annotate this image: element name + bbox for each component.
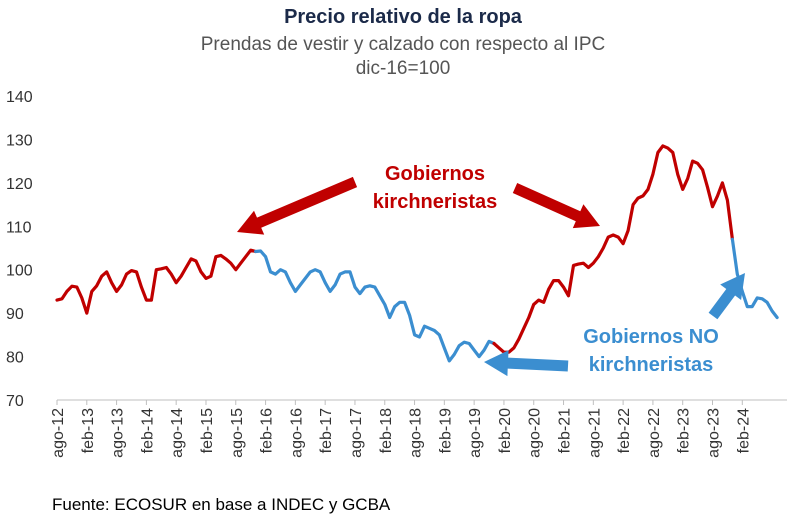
series-line-1 <box>55 248 258 315</box>
x-tick-label: feb-24 <box>735 408 752 453</box>
x-tick-label: ago-22 <box>646 408 663 458</box>
annotation-1-line1: Gobiernos <box>385 163 485 185</box>
y-tick-label: 140 <box>6 89 33 106</box>
x-tick-label: feb-19 <box>437 408 454 453</box>
x-tick-label: feb-18 <box>378 408 395 453</box>
x-tick-label: ago-21 <box>586 408 603 458</box>
x-tick-label: ago-19 <box>467 408 484 458</box>
chart-subtitle: Prendas de vestir y calzado con respecto… <box>200 34 606 55</box>
x-tick-label: feb-13 <box>80 408 97 453</box>
x-tick-label: ago-14 <box>169 408 186 458</box>
series-line-3 <box>492 144 734 354</box>
x-tick-label: ago-12 <box>50 408 67 458</box>
x-tick-label: ago-18 <box>408 408 425 458</box>
y-tick-label: 80 <box>6 350 24 367</box>
x-tick-label: feb-23 <box>676 408 693 453</box>
y-tick-label: 90 <box>6 306 24 323</box>
y-tick-label: 130 <box>6 132 33 149</box>
annotation-arrows <box>237 176 745 377</box>
x-tick-label: feb-17 <box>318 408 335 453</box>
arrow-kirchnerista-left <box>237 176 358 235</box>
x-tick-label: feb-20 <box>497 408 514 453</box>
chart-base-note: dic-16=100 <box>355 58 451 79</box>
chart-title: Precio relativo de la ropa <box>284 6 522 28</box>
x-tick-label: ago-16 <box>288 408 305 458</box>
x-tick-label: ago-23 <box>706 408 723 458</box>
x-tick-label: feb-16 <box>259 408 276 453</box>
annotations: Gobiernos kirchneristas Gobiernos NO kirchn… <box>373 163 719 376</box>
x-tick-label: feb-15 <box>199 408 216 453</box>
x-tick-label: ago-20 <box>527 408 544 458</box>
y-tick-label: 100 <box>6 263 33 280</box>
x-tick-label: ago-17 <box>348 408 365 458</box>
annotation-1-line2: kirchneristas <box>373 191 498 213</box>
x-tick-label: feb-21 <box>557 408 574 453</box>
y-tick-label: 120 <box>6 176 33 193</box>
axes: 70 80 90 100 110 120 130 140 ago-12 feb-13 ago-13 f… <box>6 89 787 458</box>
x-tick-label: feb-22 <box>616 408 633 453</box>
annotation-2-line1: Gobiernos NO <box>583 326 719 348</box>
y-tick-label: 110 <box>6 219 32 236</box>
y-tick-label: 70 <box>6 393 24 410</box>
series-lines <box>55 144 779 363</box>
x-tick-label: ago-13 <box>110 408 127 458</box>
series-line-2 <box>254 249 496 363</box>
source-note: Fuente: ECOSUR en base a INDEC y GCBA <box>52 495 391 514</box>
arrow-no-kirchnerista-right <box>708 273 745 320</box>
x-tick-label: feb-14 <box>139 408 156 453</box>
annotation-2-line2: kirchneristas <box>589 354 714 376</box>
arrow-no-kirchnerista-left <box>484 350 569 377</box>
arrow-kirchnerista-right <box>512 183 600 229</box>
x-tick-label: ago-15 <box>229 408 246 458</box>
